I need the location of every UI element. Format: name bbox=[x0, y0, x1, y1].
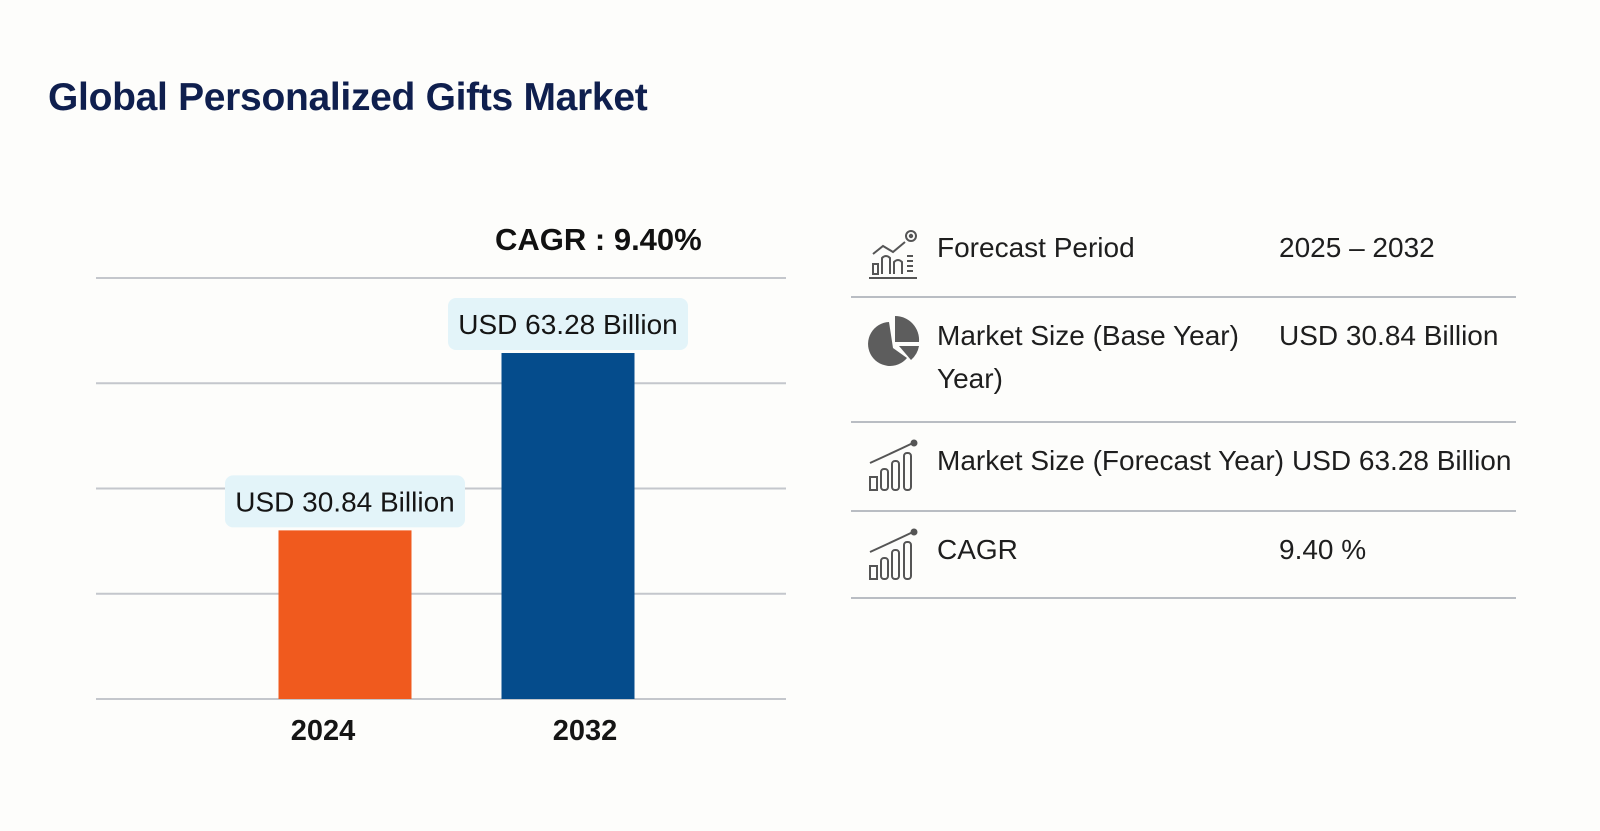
row-label: Market Size (Base Year) Year) bbox=[937, 320, 1239, 394]
x-tick-label: 2024 bbox=[291, 715, 356, 747]
data-label-box bbox=[448, 298, 688, 351]
data-label-box bbox=[225, 475, 465, 528]
page-title: Global Personalized Gifts Market bbox=[48, 76, 648, 119]
divider bbox=[851, 510, 1516, 512]
growth-bars-icon bbox=[869, 528, 918, 580]
data-label: USD 63.28 Billion bbox=[458, 309, 677, 340]
table-row-forecast-year: Market Size (Forecast Year) USD 63.28 Bi… bbox=[851, 439, 1516, 509]
table-row-forecast-period: Forecast Period 2025 – 2032 bbox=[851, 226, 1516, 296]
divider bbox=[851, 597, 1516, 599]
row-label: CAGR bbox=[937, 534, 1018, 565]
table-row-cagr: CAGR 9.40 % bbox=[851, 528, 1516, 598]
bar-2024 bbox=[278, 530, 412, 699]
pie-chart-icon bbox=[868, 315, 920, 366]
bar-chart: USD 30.84 Billion 2024 USD 63.28 Billion 20… bbox=[96, 277, 786, 747]
growth-bars-icon bbox=[869, 439, 918, 491]
data-label: USD 30.84 Billion bbox=[235, 486, 454, 517]
chart-title: CAGR : 9.40% bbox=[495, 222, 702, 257]
row-value: 9.40 % bbox=[1279, 534, 1367, 565]
divider bbox=[851, 421, 1516, 423]
row-value: USD 30.84 Billion bbox=[1279, 320, 1499, 351]
table-row-base-year: Market Size (Base Year) Year) USD 30.84 … bbox=[851, 314, 1516, 414]
divider bbox=[851, 296, 1516, 298]
x-tick-label: 2032 bbox=[553, 715, 618, 747]
bar-2032 bbox=[501, 353, 635, 699]
row-label: Market Size (Forecast Year) bbox=[937, 445, 1285, 476]
chart-forecast-icon bbox=[869, 230, 917, 279]
row-value: USD 63.28 Billion bbox=[1292, 445, 1512, 476]
row-value: 2025 – 2032 bbox=[1279, 232, 1435, 263]
row-label: Forecast Period bbox=[937, 232, 1135, 263]
